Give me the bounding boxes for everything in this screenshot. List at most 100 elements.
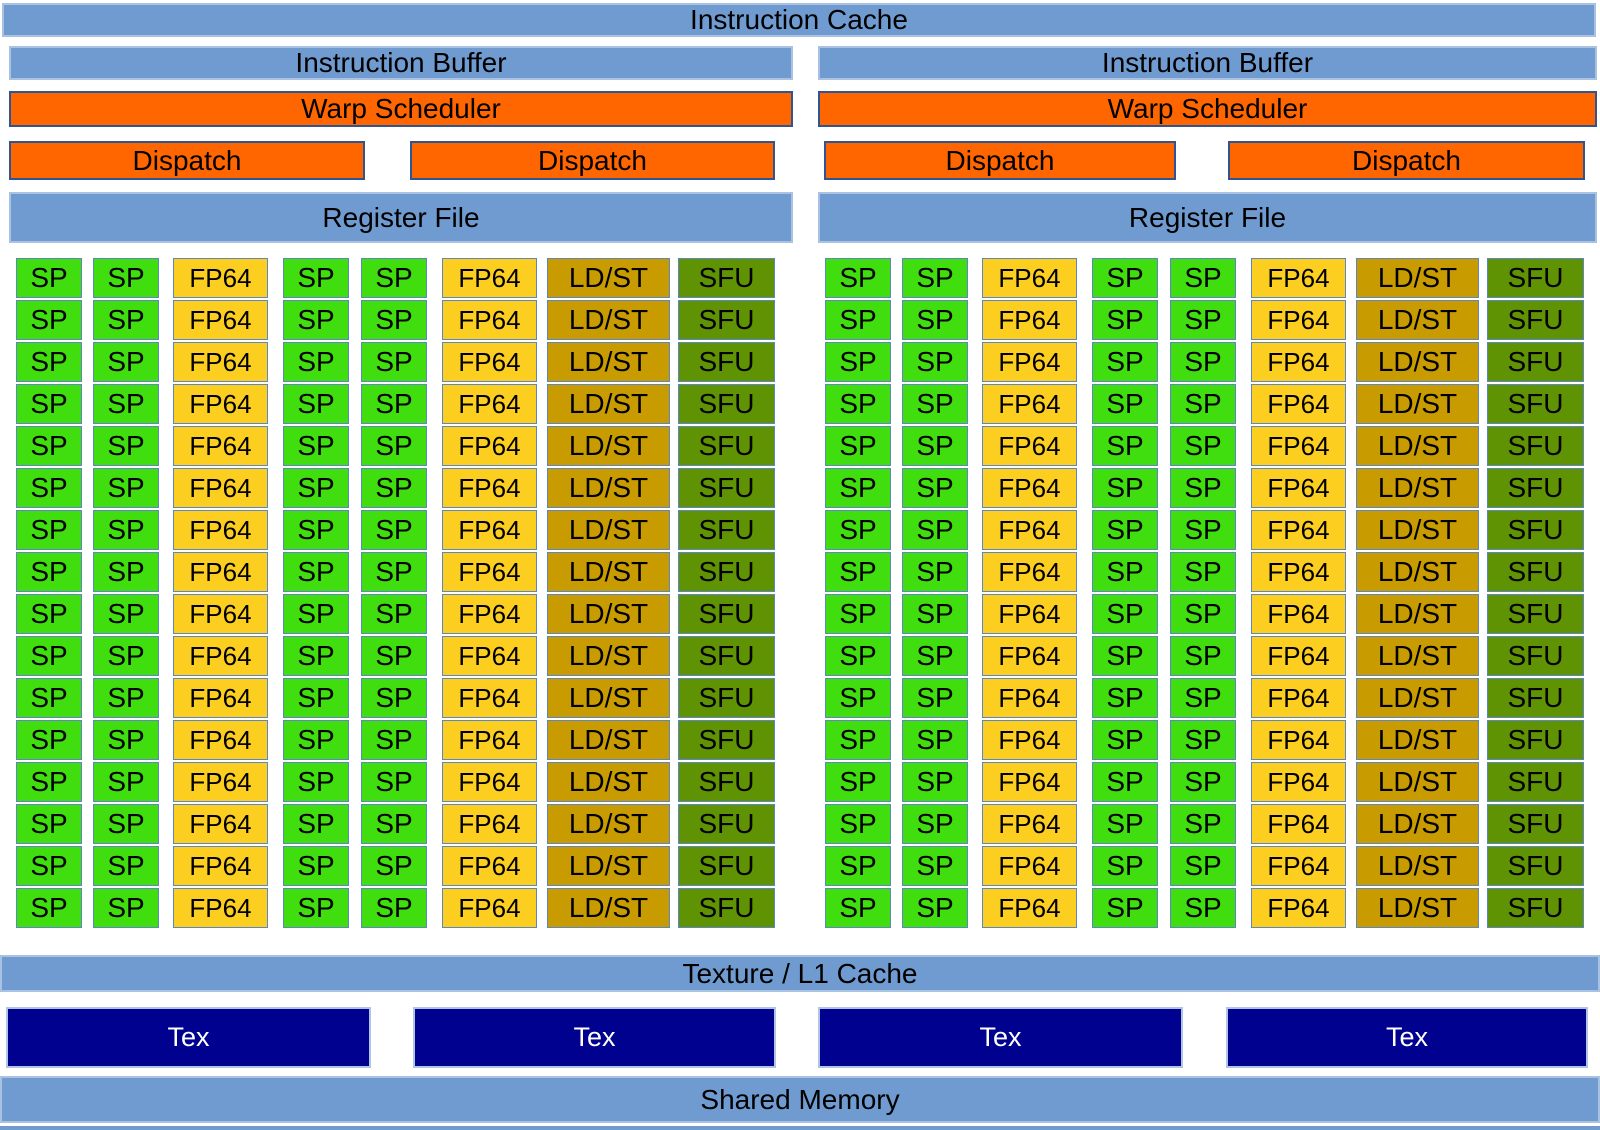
sp-core: SP: [1092, 720, 1158, 760]
sp-core: SP: [93, 258, 159, 298]
core-row: SP SP FP64 SP SP FP64 LD/ST SFU: [825, 636, 1584, 676]
fp64-unit: FP64: [442, 342, 537, 382]
sp-core: SP: [1170, 720, 1236, 760]
fp64-unit: FP64: [1251, 846, 1346, 886]
ldst-unit: LD/ST: [547, 300, 670, 340]
fp64-unit: FP64: [442, 594, 537, 634]
sp-core: SP: [902, 426, 968, 466]
core-row: SP SP FP64 SP SP FP64 LD/ST SFU: [16, 426, 775, 466]
ldst-unit: LD/ST: [547, 384, 670, 424]
fp64-unit: FP64: [173, 468, 268, 508]
fp64-unit: FP64: [982, 510, 1077, 550]
ldst-unit: LD/ST: [1356, 552, 1479, 592]
sfu-unit: SFU: [678, 804, 775, 844]
tex-unit: Tex: [6, 1007, 371, 1068]
sfu-unit: SFU: [678, 384, 775, 424]
sp-core: SP: [283, 846, 349, 886]
sp-core: SP: [93, 846, 159, 886]
sp-core: SP: [1170, 594, 1236, 634]
sp-core: SP: [1092, 384, 1158, 424]
sp-core: SP: [825, 678, 891, 718]
sp-core: SP: [825, 342, 891, 382]
sp-core: SP: [1092, 300, 1158, 340]
sfu-unit: SFU: [1487, 552, 1584, 592]
core-row: SP SP FP64 SP SP FP64 LD/ST SFU: [16, 888, 775, 928]
sp-core: SP: [93, 510, 159, 550]
sp-core: SP: [1170, 804, 1236, 844]
shared-memory-bar: Shared Memory: [0, 1076, 1600, 1123]
sp-core: SP: [825, 636, 891, 676]
core-row: SP SP FP64 SP SP FP64 LD/ST SFU: [16, 300, 775, 340]
texture-l1-cache-bar: Texture / L1 Cache: [0, 955, 1600, 992]
fp64-unit: FP64: [1251, 300, 1346, 340]
sp-core: SP: [361, 846, 427, 886]
sp-core: SP: [1092, 426, 1158, 466]
sp-core: SP: [825, 384, 891, 424]
sp-core: SP: [1092, 678, 1158, 718]
fp64-unit: FP64: [442, 384, 537, 424]
sp-core: SP: [283, 552, 349, 592]
sp-core: SP: [1170, 426, 1236, 466]
sp-core: SP: [283, 594, 349, 634]
fp64-unit: FP64: [1251, 594, 1346, 634]
core-row: SP SP FP64 SP SP FP64 LD/ST SFU: [825, 846, 1584, 886]
fp64-unit: FP64: [982, 804, 1077, 844]
fp64-unit: FP64: [982, 384, 1077, 424]
core-row: SP SP FP64 SP SP FP64 LD/ST SFU: [16, 342, 775, 382]
fp64-unit: FP64: [982, 636, 1077, 676]
fp64-unit: FP64: [173, 510, 268, 550]
fp64-unit: FP64: [1251, 468, 1346, 508]
fp64-unit: FP64: [1251, 552, 1346, 592]
sfu-unit: SFU: [678, 552, 775, 592]
sp-core: SP: [283, 384, 349, 424]
core-row: SP SP FP64 SP SP FP64 LD/ST SFU: [16, 720, 775, 760]
ldst-unit: LD/ST: [1356, 468, 1479, 508]
fp64-unit: FP64: [173, 552, 268, 592]
sp-core: SP: [902, 804, 968, 844]
sp-core: SP: [16, 594, 82, 634]
sfu-unit: SFU: [678, 468, 775, 508]
core-row: SP SP FP64 SP SP FP64 LD/ST SFU: [16, 384, 775, 424]
ldst-unit: LD/ST: [547, 888, 670, 928]
fp64-unit: FP64: [173, 258, 268, 298]
fp64-unit: FP64: [982, 678, 1077, 718]
tex-unit: Tex: [1226, 1007, 1588, 1068]
sp-core: SP: [902, 300, 968, 340]
fp64-unit: FP64: [442, 426, 537, 466]
sp-core: SP: [16, 384, 82, 424]
fp64-unit: FP64: [442, 468, 537, 508]
fp64-unit: FP64: [173, 888, 268, 928]
core-row: SP SP FP64 SP SP FP64 LD/ST SFU: [825, 888, 1584, 928]
sp-core: SP: [1170, 552, 1236, 592]
ldst-unit: LD/ST: [547, 720, 670, 760]
ldst-unit: LD/ST: [547, 804, 670, 844]
sfu-unit: SFU: [678, 258, 775, 298]
instruction-buffer-bar: Instruction Buffer: [9, 46, 793, 80]
sp-core: SP: [902, 846, 968, 886]
sp-core: SP: [825, 552, 891, 592]
sp-core: SP: [16, 762, 82, 802]
sp-core: SP: [93, 552, 159, 592]
fp64-unit: FP64: [442, 300, 537, 340]
sp-core: SP: [825, 888, 891, 928]
fp64-unit: FP64: [1251, 678, 1346, 718]
sp-core: SP: [825, 720, 891, 760]
ldst-unit: LD/ST: [547, 594, 670, 634]
sp-core: SP: [283, 804, 349, 844]
sp-core: SP: [283, 510, 349, 550]
sfu-unit: SFU: [678, 510, 775, 550]
sfu-unit: SFU: [1487, 678, 1584, 718]
core-row: SP SP FP64 SP SP FP64 LD/ST SFU: [16, 552, 775, 592]
sp-core: SP: [93, 636, 159, 676]
fp64-unit: FP64: [442, 258, 537, 298]
fp64-unit: FP64: [173, 846, 268, 886]
sp-core: SP: [1170, 888, 1236, 928]
sp-core: SP: [1170, 258, 1236, 298]
core-grid: SP SP FP64 SP SP FP64 LD/ST SFU SP SP FP64 SP SP FP64…: [825, 258, 1584, 930]
fp64-unit: FP64: [1251, 762, 1346, 802]
ldst-unit: LD/ST: [547, 342, 670, 382]
sp-core: SP: [361, 678, 427, 718]
sp-core: SP: [1170, 510, 1236, 550]
fp64-unit: FP64: [1251, 720, 1346, 760]
sfu-unit: SFU: [678, 678, 775, 718]
